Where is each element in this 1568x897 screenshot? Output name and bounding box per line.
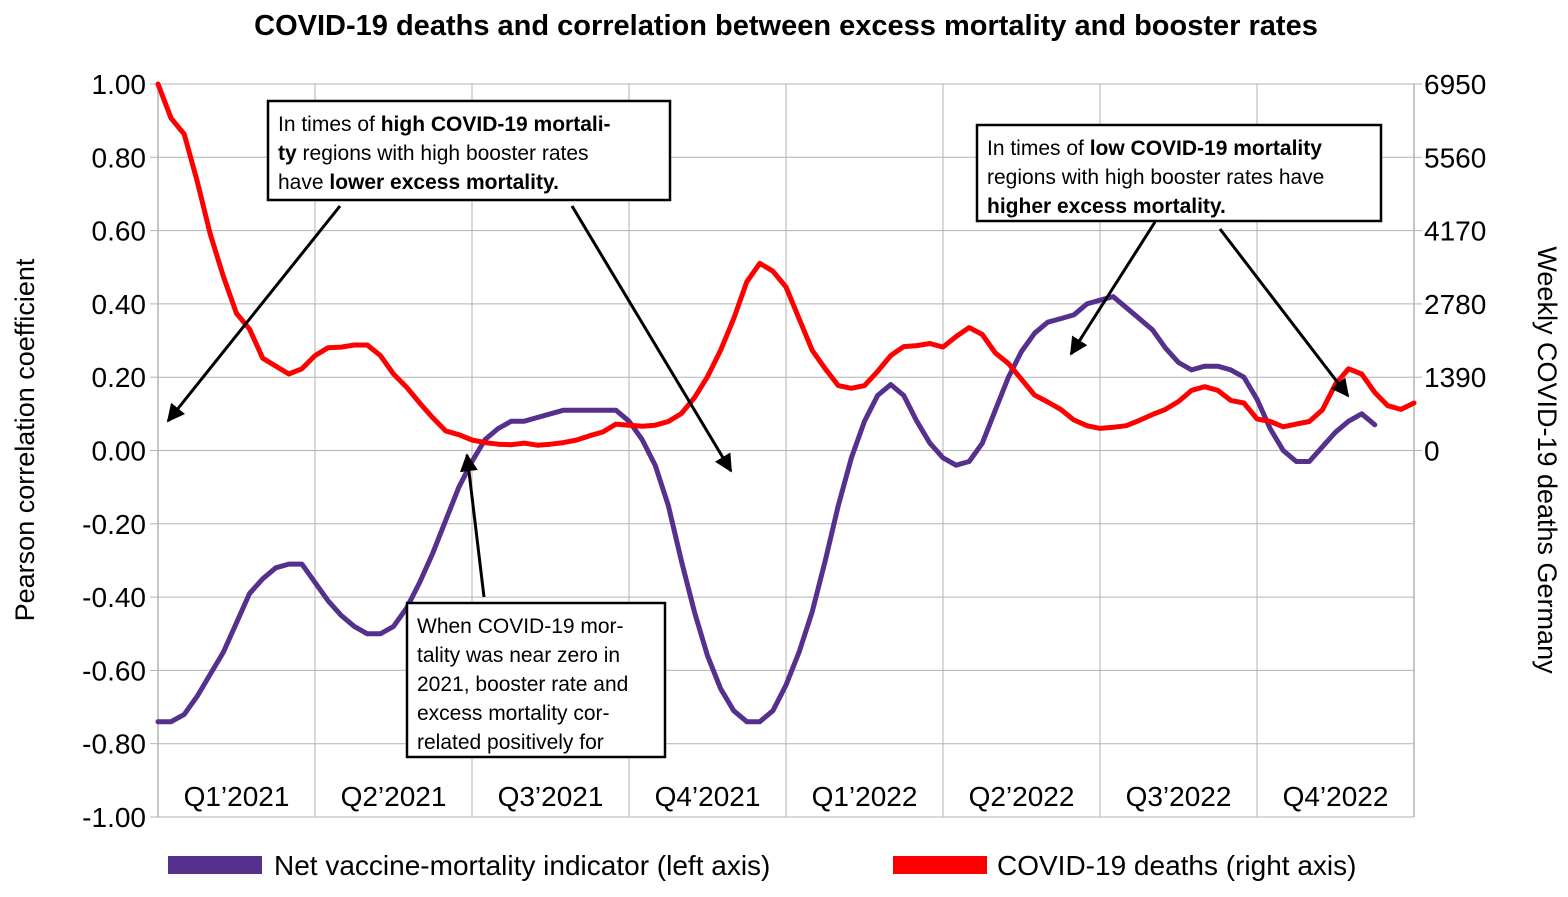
annotation-line: tality was near zero in <box>417 644 620 667</box>
annotation-line: In times of low COVID-19 mortality <box>987 137 1322 160</box>
annotation-line: When COVID-19 mor- <box>417 615 624 638</box>
annotation-line: In times of high COVID-19 mortali- <box>278 113 611 136</box>
quarter-label: Q3’2021 <box>498 781 604 812</box>
quarter-label: Q4’2022 <box>1283 781 1389 812</box>
annotation-arrow <box>459 453 486 598</box>
annotation-text: lower excess mortality. <box>329 171 559 194</box>
annotation-arrow <box>1069 221 1157 356</box>
quarter-label: Q2’2021 <box>341 781 447 812</box>
annotation-text: regions with high booster rates <box>297 142 589 165</box>
legend-swatch <box>893 856 987 874</box>
left-tick-label: -1.00 <box>82 802 146 833</box>
left-tick-label: 1.00 <box>92 69 147 100</box>
left-tick-label: 0.00 <box>92 436 147 467</box>
legend-label: Net vaccine-mortality indicator (left ax… <box>274 850 770 881</box>
left-tick-label: 0.20 <box>92 362 147 393</box>
quarter-label: Q2’2022 <box>969 781 1075 812</box>
legend-label: COVID-19 deaths (right axis) <box>997 850 1356 881</box>
quarter-labels: Q1’2021 Q2’2021 Q3’2021 Q4’2021 Q1’2022 Q2’20… <box>184 781 1389 812</box>
annotation-text: have <box>278 171 329 194</box>
annotation-text: In times of <box>278 113 381 136</box>
left-axis-ticks: 1.00 0.80 0.60 0.40 0.20 0.00 -0.20 -0.40 -0.60 -… <box>82 69 158 833</box>
right-tick-label: 5560 <box>1424 142 1486 173</box>
left-tick-label: -0.40 <box>82 582 146 613</box>
annotation-arrow <box>570 205 733 473</box>
annotation-text: tality was near zero in <box>417 644 620 667</box>
annotation-text: In times of <box>987 137 1090 160</box>
annotation-text: regions with high booster rates have <box>987 166 1324 189</box>
annotation-line: ty regions with high booster rates <box>278 142 589 165</box>
right-tick-label: 4170 <box>1424 216 1486 247</box>
annotation-line: excess mortality cor- <box>417 702 610 725</box>
legend: Net vaccine-mortality indicator (left ax… <box>168 850 1356 881</box>
left-tick-label: -0.60 <box>82 655 146 686</box>
quarter-label: Q1’2022 <box>812 781 918 812</box>
quarter-label: Q1’2021 <box>184 781 290 812</box>
right-axis-ticks: 6950 5560 4170 2780 1390 0 <box>1414 69 1486 467</box>
annotation-box <box>975 123 1383 223</box>
left-tick-label: 0.40 <box>92 289 147 320</box>
legend-swatch <box>168 856 262 874</box>
right-axis-title: Weekly COVID-19 deaths Germany <box>1532 246 1562 674</box>
annotation-text: excess mortality cor- <box>417 702 610 725</box>
right-tick-label: 6950 <box>1424 69 1486 100</box>
right-tick-label: 1390 <box>1424 362 1486 393</box>
left-axis-title: Pearson correlation coefficient <box>10 258 40 621</box>
left-tick-label: 0.60 <box>92 216 147 247</box>
deaths-series-line <box>155 81 1417 448</box>
right-tick-label: 0 <box>1424 436 1440 467</box>
annotations: In times of high COVID-19 mortali-ty reg… <box>266 99 1383 759</box>
annotation-line: higher excess mortality. <box>987 195 1226 218</box>
chart-title: COVID-19 deaths and correlation between … <box>254 10 1318 42</box>
left-tick-label: -0.20 <box>82 509 146 540</box>
annotation-text: high COVID-19 mortali- <box>381 113 611 136</box>
annotation-text: related positively for <box>417 731 604 754</box>
annotation-text: When COVID-19 mor- <box>417 615 624 638</box>
annotation-text: 2021, booster rate and <box>417 673 628 696</box>
series-lines <box>155 81 1417 725</box>
indicator-series-line <box>155 294 1378 725</box>
annotation-box <box>405 601 667 759</box>
quarter-label: Q3’2022 <box>1126 781 1232 812</box>
annotation-line: have lower excess mortality. <box>278 171 559 194</box>
left-tick-label: 0.80 <box>92 142 147 173</box>
annotation-line: regions with high booster rates have <box>987 166 1324 189</box>
annotation-text: low COVID-19 mortality <box>1090 137 1323 160</box>
annotation-arrow <box>166 205 342 423</box>
right-tick-label: 2780 <box>1424 289 1486 320</box>
annotation-box <box>266 99 672 202</box>
annotation-text: ty <box>278 142 297 165</box>
annotation-text: higher excess mortality. <box>987 195 1226 218</box>
annotation-line: 2021, booster rate and <box>417 673 628 696</box>
quarter-label: Q4’2021 <box>655 781 761 812</box>
left-tick-label: -0.80 <box>82 729 146 760</box>
annotation-line: related positively for <box>417 731 604 754</box>
annotation-arrow <box>1218 228 1350 398</box>
annotation-arrows <box>166 205 1350 598</box>
